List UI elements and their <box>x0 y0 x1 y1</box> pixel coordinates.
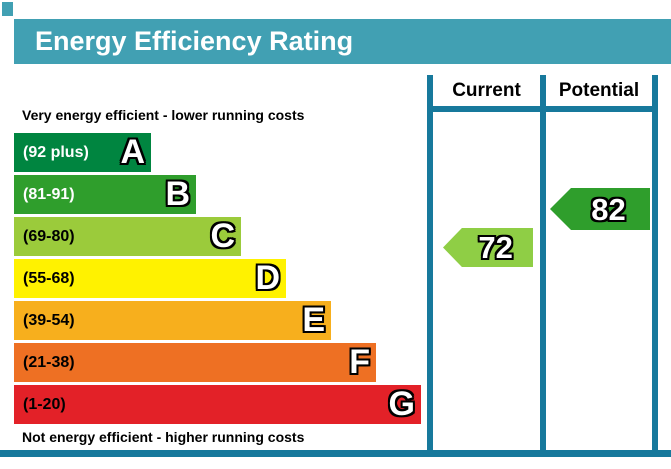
band-row-b: (81-91) B <box>14 175 196 214</box>
band-letter: A <box>120 133 145 171</box>
current-column-header: Current <box>452 80 521 101</box>
current-rating-arrow: 72 <box>443 228 533 267</box>
column-border-middle <box>540 75 546 450</box>
band-row-e: (39-54) E <box>14 301 331 340</box>
band-range-label: (69-80) <box>23 228 75 245</box>
bottom-border <box>0 450 671 457</box>
page-title: Energy Efficiency Rating <box>35 26 354 56</box>
column-border-right <box>652 75 658 450</box>
title-bar: Energy Efficiency Rating <box>14 19 671 64</box>
band-row-c: (69-80) C <box>14 217 241 256</box>
band-letter: E <box>302 301 325 339</box>
band-letter: G <box>388 385 415 423</box>
corner-accent <box>2 2 13 16</box>
current-rating-value: 72 <box>478 230 513 265</box>
band-range-label: (1-20) <box>23 396 66 413</box>
band-range-label: (92 plus) <box>23 144 89 161</box>
band-row-d: (55-68) D <box>14 259 286 298</box>
band-letter: D <box>255 259 280 297</box>
potential-rating-value: 82 <box>591 191 626 227</box>
band-row-a: (92 plus) A <box>14 133 151 172</box>
bottom-note: Not energy efficient - higher running co… <box>22 429 305 445</box>
potential-column-header: Potential <box>558 80 640 101</box>
header-divider <box>427 106 658 112</box>
band-range-label: (55-68) <box>23 270 75 287</box>
rating-bands: (92 plus) A (81-91) B (69-80) C (55-68) D (39-54… <box>14 133 421 424</box>
band-letter: B <box>165 175 190 213</box>
band-range-label: (21-38) <box>23 354 75 371</box>
band-letter: C <box>210 217 235 255</box>
band-row-g: (1-20) G <box>14 385 421 424</box>
band-row-f: (21-38) F <box>14 343 376 382</box>
column-border-left <box>427 75 433 450</box>
band-range-label: (39-54) <box>23 312 75 329</box>
band-range-label: (81-91) <box>23 186 75 203</box>
band-letter: F <box>349 343 370 381</box>
top-note: Very energy efficient - lower running co… <box>22 107 305 123</box>
potential-rating-arrow: 82 <box>550 188 650 230</box>
